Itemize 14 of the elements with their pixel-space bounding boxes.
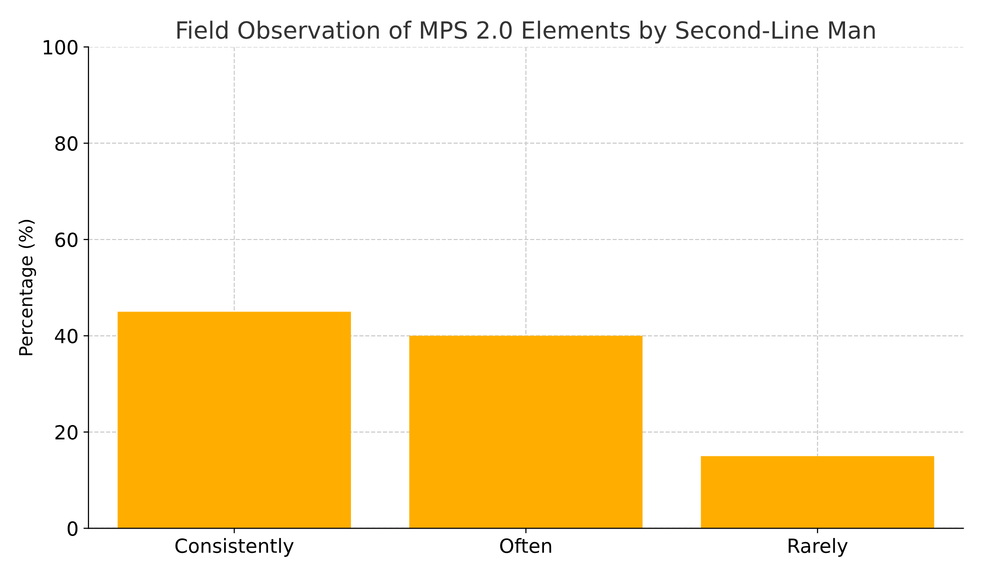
x-tick-label: Often <box>500 538 552 554</box>
y-tick-label: 0 <box>68 521 78 536</box>
y-tick-label: 20 <box>55 424 78 440</box>
x-tick-label: Consistently <box>175 538 294 557</box>
bar <box>118 312 351 528</box>
y-tick-label: 100 <box>44 40 78 55</box>
bar <box>700 456 934 528</box>
chart-title: Field Observation of MPS 2.0 Elements by Second-Line Man <box>177 20 875 44</box>
x-tick-label: Rarely <box>788 538 848 557</box>
bar <box>409 336 643 528</box>
y-axis-title: Percentage (%) <box>18 220 36 356</box>
y-tick-label: 80 <box>55 136 78 151</box>
y-tick-label: 60 <box>55 232 78 248</box>
y-tick-label: 40 <box>54 328 78 344</box>
